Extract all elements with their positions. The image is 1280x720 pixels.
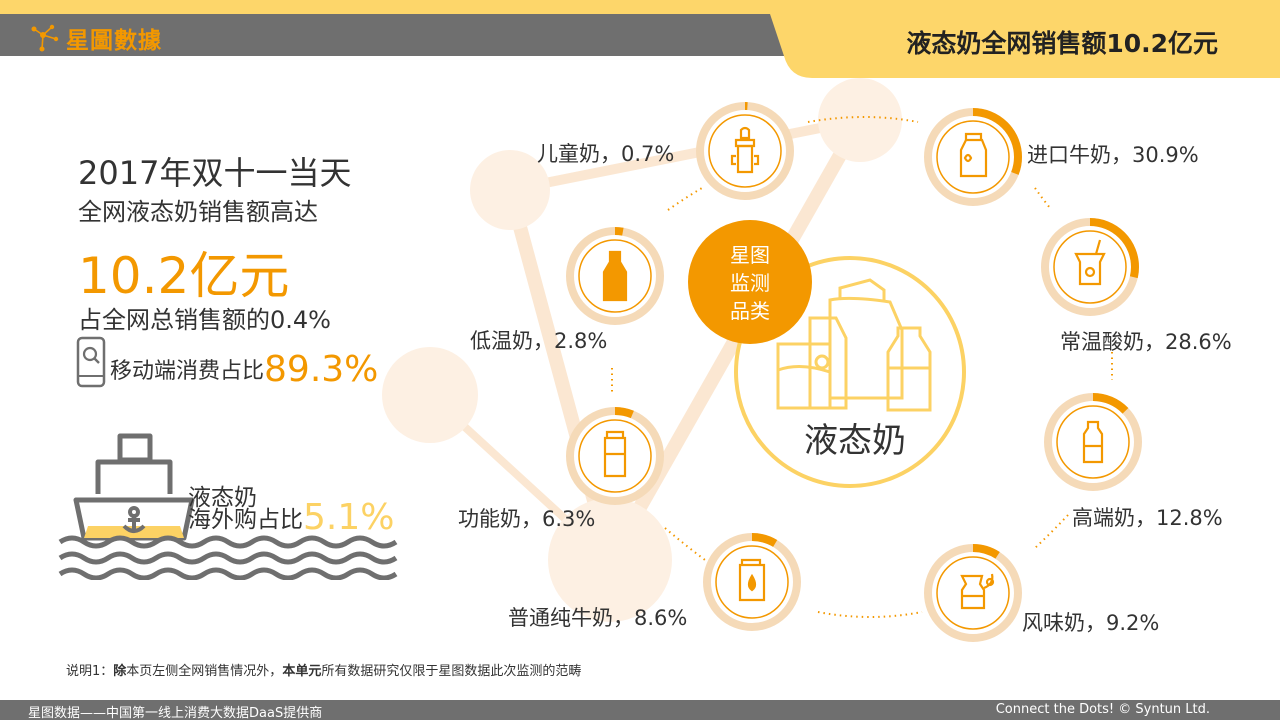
category-node-regular-milk [703, 533, 801, 631]
category-node-premium-milk [1044, 393, 1142, 491]
ship-icon [58, 433, 398, 580]
label-premium-milk: 高端奶，12.8% [1072, 506, 1223, 530]
label-ambient-yogurt: 常温酸奶，28.6% [1060, 330, 1232, 354]
connector-line [807, 116, 919, 123]
baby-bottle-icon [730, 126, 760, 174]
tall-carton-icon [603, 430, 627, 478]
milk-box-icon [738, 558, 766, 602]
total-sales-value: 10.2亿元 [78, 247, 290, 305]
overseas-share-row: 海外购占比 5.1% [188, 500, 394, 536]
milk-bottle-icon [1082, 420, 1104, 464]
milk-carton-icon [959, 132, 988, 178]
mobile-share-value: 89.3% [264, 349, 379, 390]
mobile-share-label: 移动端消费占比 [110, 359, 265, 384]
connector-line [1034, 187, 1051, 209]
overseas-label-line2: 海外购占比 [188, 507, 303, 533]
overseas-share-value: 5.1% [303, 497, 395, 538]
share-arc-milk-carton-icon [924, 108, 1022, 206]
footer-tagline: 星图数据——中国第一线上消费大数据DaaS提供商 [28, 706, 323, 720]
glass-bottle-icon [602, 250, 628, 302]
label-kids-milk: 儿童奶，0.7% [537, 142, 674, 166]
center-badge-line: 监测 [730, 271, 770, 295]
category-node-functional-milk [566, 407, 664, 505]
milk-jug-icon [960, 573, 995, 610]
yogurt-cup-icon [1074, 239, 1106, 286]
label-chilled-milk: 低温奶，2.8% [470, 329, 607, 353]
header-bar [0, 0, 1280, 78]
share-of-total-line: 占全网总销售额的0.4% [78, 306, 331, 334]
dotted-connectors [611, 116, 1113, 618]
center-badge-line: 品类 [730, 299, 770, 323]
center-badge-line: 星图 [730, 243, 770, 267]
label-imported-milk: 进口牛奶，30.9% [1027, 143, 1199, 167]
share-arc-glass-bottle-icon [566, 227, 664, 325]
connector-line [667, 187, 703, 211]
share-arc-baby-bottle-icon [696, 102, 794, 200]
share-arc-milk-box-icon [703, 533, 801, 631]
category-node-flavored-milk [924, 544, 1022, 642]
dairy-products-icon [776, 278, 932, 412]
constellation-logo-icon [31, 24, 59, 52]
overseas-label-line1: 液态奶 [188, 485, 257, 511]
footnote-bold: 除 [113, 664, 127, 679]
category-node-chilled-milk [566, 227, 664, 325]
footnote-text: 本页左侧全网销售情况外， [126, 664, 283, 679]
label-functional-milk: 功能奶，6.3% [458, 507, 595, 531]
mobile-search-icon [76, 336, 106, 388]
center-node: 液态奶 星图 监测 品类 [688, 220, 966, 488]
label-flavored-milk: 风味奶，9.2% [1022, 611, 1159, 635]
summary-subline: 全网液态奶销售额高达 [78, 198, 318, 226]
label-regular-milk: 普通纯牛奶，8.6% [508, 606, 687, 630]
page-title: 液态奶全网销售额10.2亿元 [906, 29, 1218, 58]
summary-year-line: 2017年双十一当天 [78, 154, 352, 192]
footnote: 说明1：除本页左侧全网销售情况外，本单元所有数据研究仅限于星图数据此次监测的范畴 [66, 660, 581, 679]
share-arc-tall-carton-icon [566, 407, 664, 505]
center-label: 液态奶 [804, 421, 906, 461]
footnote-prefix: 说明1： [66, 664, 114, 679]
share-arc-milk-jug-icon [924, 544, 1022, 642]
mobile-share-row: 移动端消费占比 89.3% [76, 336, 378, 388]
share-rings [566, 102, 1142, 642]
footer-copyright: Connect the Dots! © Syntun Ltd. [995, 702, 1210, 717]
category-node-kids-milk [696, 102, 794, 200]
share-arc-milk-bottle-icon [1044, 393, 1142, 491]
brand-name: 星圖數據 [66, 28, 162, 54]
brand-logo: 星圖數據 [30, 22, 162, 54]
footnote-text: 所有数据研究仅限于星图数据此次监测的范畴 [321, 664, 582, 679]
connector-line [1034, 514, 1069, 549]
footnote-bold: 本单元 [282, 664, 322, 679]
footer-bar: 星图数据——中国第一线上消费大数据DaaS提供商 Connect the Dot… [0, 700, 1280, 720]
connector-line [817, 611, 923, 618]
share-arc-yogurt-cup-icon [1041, 218, 1139, 316]
